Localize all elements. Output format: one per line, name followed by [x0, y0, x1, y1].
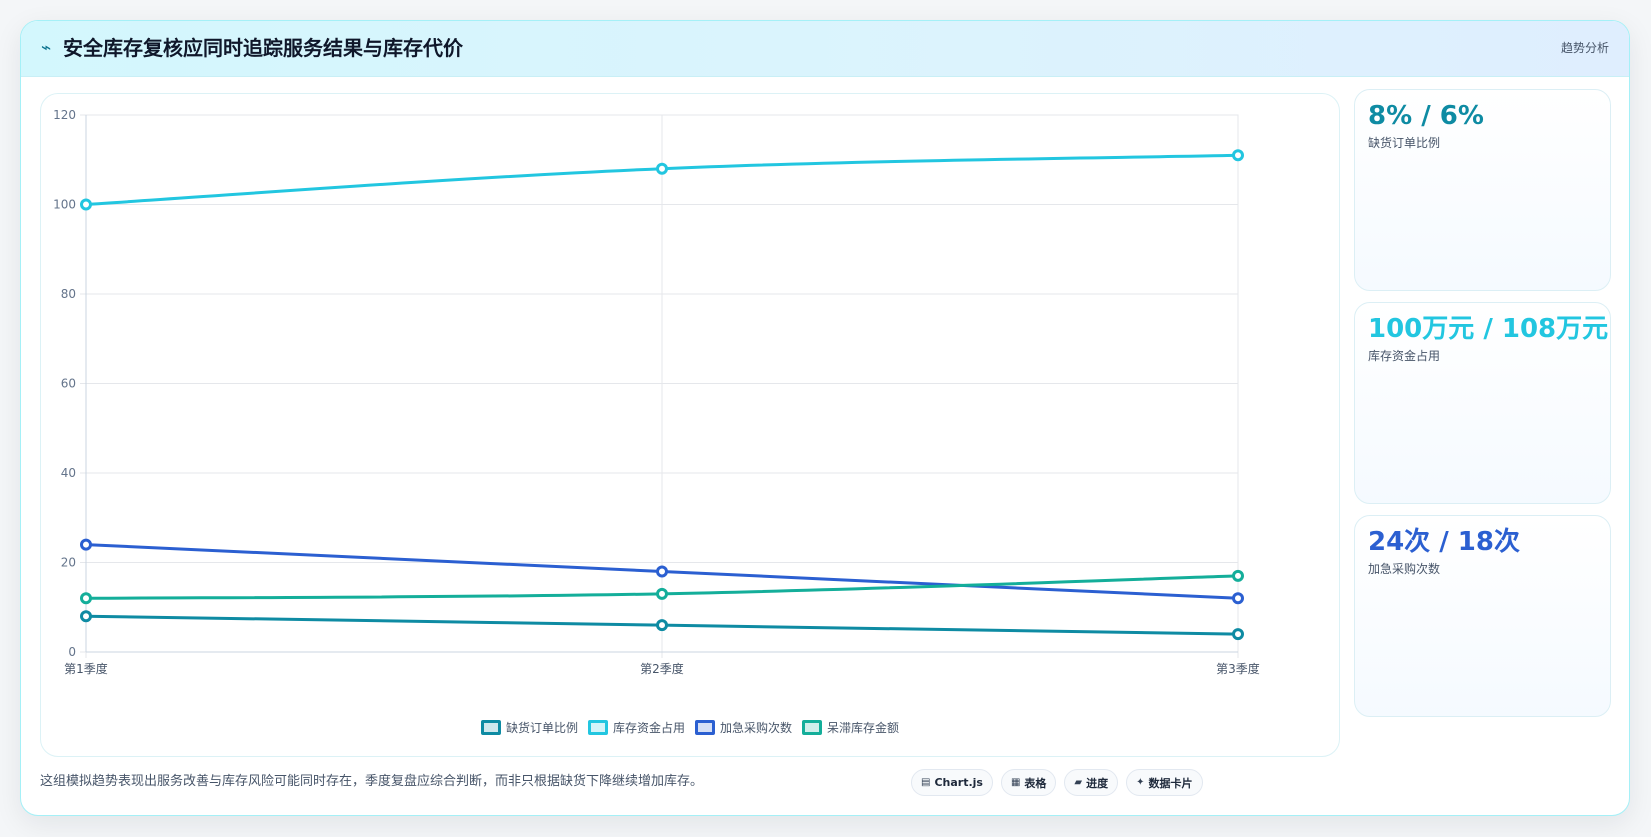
trend-analysis-badge: 趋势分析 — [1560, 41, 1609, 55]
legend-label: 库存资金占用 — [612, 720, 685, 735]
y-tick-label: 100 — [53, 198, 76, 212]
kpi-label: 库存资金占用 — [1368, 349, 1441, 363]
footnote: 这组模拟趋势表现出服务改善与库存风险可能同时存在，季度复盘应综合判断，而非只根据… — [40, 774, 704, 789]
legend-swatch — [695, 719, 715, 735]
data-point — [80, 198, 92, 211]
legend-item[interactable]: 加急采购次数 — [695, 718, 792, 736]
legend-swatch — [587, 719, 608, 735]
chart-icon: ▤ — [921, 777, 931, 788]
legend-item[interactable]: 呆滞库存金额 — [802, 718, 899, 736]
kpi-label: 加急采购次数 — [1368, 562, 1441, 576]
trend-card: ⌁ 安全库存复核应同时追踪服务结果与库存代价 趋势分析 0 20 40 60 80 100… — [20, 20, 1630, 816]
y-tick-label: 120 — [53, 108, 76, 122]
kpi-card-expedite: 24次 / 18次 加急采购次数 — [1354, 515, 1611, 717]
chip-label: 数据卡片 — [1148, 776, 1193, 790]
data-point — [1232, 569, 1244, 582]
line-chart: 0 20 40 60 80 100 120 第1季度 第2季度 第3季度 — [53, 108, 1260, 676]
legend-swatch — [802, 719, 823, 735]
data-card-button[interactable]: ✦ 数据卡片 — [1126, 769, 1203, 796]
kpi-value: 100万元 / 108万元 — [1368, 314, 1609, 344]
data-point — [1232, 628, 1244, 641]
data-point — [656, 619, 668, 632]
card-header: ⌁ 安全库存复核应同时追踪服务结果与库存代价 趋势分析 — [21, 21, 1629, 77]
kpi-value: 24次 / 18次 — [1368, 527, 1520, 557]
data-point — [656, 565, 668, 578]
bolt-icon: ⌁ — [41, 38, 52, 58]
legend-label: 呆滞库存金额 — [827, 720, 900, 735]
chip-label: Chart.js — [934, 776, 983, 789]
data-point — [80, 538, 92, 551]
chart-legend: 缺货订单比例 库存资金占用 加急采购次数 呆滞库存金额 — [41, 718, 1339, 736]
kpi-value: 8% / 6% — [1368, 101, 1484, 131]
y-tick-label: 20 — [61, 556, 76, 570]
table-button[interactable]: ▦ 表格 — [1000, 769, 1057, 796]
y-tick-label: 60 — [61, 377, 76, 391]
view-toolbar: ▤ Chart.js ▦ 表格 ▰ 进度 ✦ 数据卡片 — [911, 769, 1203, 796]
data-point — [1232, 592, 1244, 605]
data-point — [656, 162, 668, 175]
chip-label: 进度 — [1086, 776, 1109, 790]
card-icon: ✦ — [1136, 777, 1145, 788]
x-tick-label: 第2季度 — [640, 661, 684, 676]
card-title: 安全库存复核应同时追踪服务结果与库存代价 — [63, 36, 463, 60]
kpi-card-stockout: 8% / 6% 缺货订单比例 — [1354, 89, 1611, 291]
y-tick-label: 40 — [61, 466, 76, 480]
x-tick-label: 第3季度 — [1216, 661, 1260, 676]
chart-panel: 0 20 40 60 80 100 120 第1季度 第2季度 第3季度 缺货订单比例 库存资金占用… — [40, 93, 1340, 757]
legend-label: 缺货订单比例 — [505, 720, 578, 735]
kpi-label: 缺货订单比例 — [1368, 136, 1441, 150]
x-tick-label: 第1季度 — [64, 661, 108, 676]
progress-button[interactable]: ▰ 进度 — [1064, 769, 1119, 796]
chartjs-button[interactable]: ▤ Chart.js — [911, 769, 993, 796]
data-point — [1232, 149, 1244, 162]
data-point — [80, 592, 92, 605]
legend-label: 加急采购次数 — [720, 720, 793, 735]
progress-icon: ▰ — [1074, 777, 1083, 788]
data-point — [656, 587, 668, 600]
kpi-card-inventory-capital: 100万元 / 108万元 库存资金占用 — [1354, 302, 1611, 504]
data-point — [80, 610, 92, 623]
legend-item[interactable]: 缺货订单比例 — [480, 718, 578, 736]
table-icon: ▦ — [1010, 777, 1021, 788]
chip-label: 表格 — [1024, 776, 1047, 790]
y-tick-label: 80 — [61, 287, 76, 301]
y-tick-label: 0 — [68, 645, 76, 659]
legend-item[interactable]: 库存资金占用 — [587, 718, 685, 736]
legend-swatch — [480, 719, 501, 735]
